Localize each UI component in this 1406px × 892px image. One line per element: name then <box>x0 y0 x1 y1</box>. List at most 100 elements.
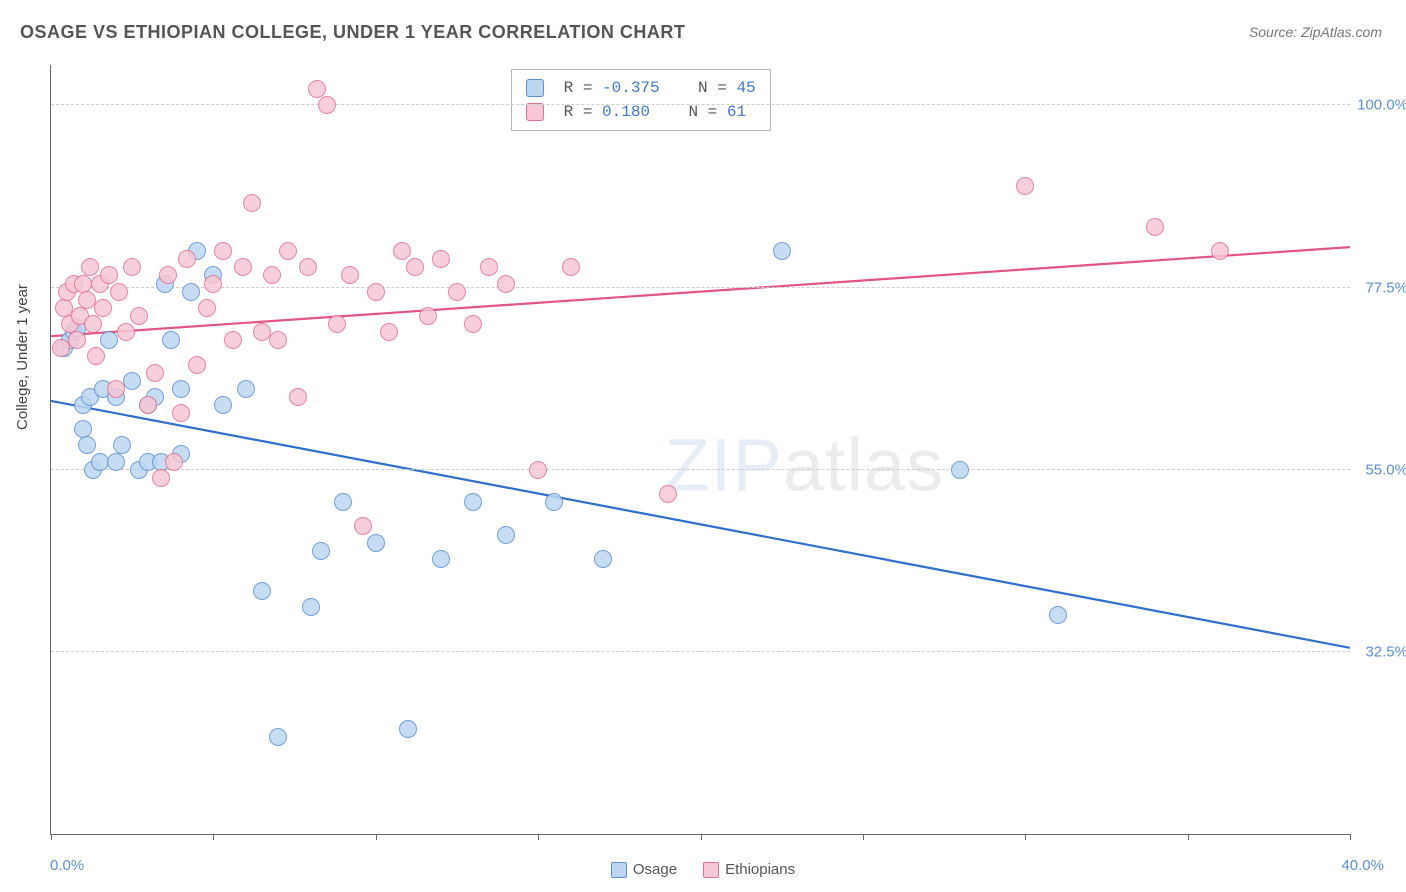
trend-lines-layer <box>51 65 1350 834</box>
data-point <box>529 461 547 479</box>
data-point <box>110 283 128 301</box>
gridline <box>51 104 1350 105</box>
legend-swatch-osage <box>611 862 627 878</box>
data-point <box>367 534 385 552</box>
data-point <box>432 550 450 568</box>
watermark: ZIPatlas <box>665 422 944 507</box>
gridline <box>51 469 1350 470</box>
data-point <box>204 275 222 293</box>
n-value: 45 <box>736 79 755 97</box>
x-tick <box>701 834 702 840</box>
watermark-zip: ZIP <box>665 423 783 506</box>
data-point <box>243 194 261 212</box>
data-point <box>214 396 232 414</box>
n-label: N = <box>698 79 736 97</box>
data-point <box>480 258 498 276</box>
data-point <box>182 283 200 301</box>
gridline <box>51 651 1350 652</box>
data-point <box>253 582 271 600</box>
data-point <box>419 307 437 325</box>
legend-label: Ethiopians <box>725 861 795 878</box>
r-label: R = <box>564 79 602 97</box>
data-point <box>328 315 346 333</box>
r-value: 0.180 <box>602 103 650 121</box>
gridline <box>51 287 1350 288</box>
data-point <box>87 347 105 365</box>
data-point <box>594 550 612 568</box>
y-tick-label: 100.0% <box>1356 97 1406 114</box>
data-point <box>951 461 969 479</box>
data-point <box>84 315 102 333</box>
x-tick <box>1025 834 1026 840</box>
source-label: Source: ZipAtlas.com <box>1249 24 1382 40</box>
y-axis-label: College, Under 1 year <box>14 284 31 430</box>
data-point <box>117 323 135 341</box>
plot-area: ZIPatlas R = -0.375 N = 45 R = 0.180 N =… <box>50 65 1350 835</box>
data-point <box>1016 177 1034 195</box>
legend-swatch-ethiopians <box>703 862 719 878</box>
data-point <box>399 720 417 738</box>
data-point <box>308 80 326 98</box>
n-value: 61 <box>727 103 746 121</box>
data-point <box>393 242 411 260</box>
data-point <box>263 266 281 284</box>
data-point <box>198 299 216 317</box>
data-point <box>130 307 148 325</box>
data-point <box>312 542 330 560</box>
y-tick-label: 32.5% <box>1356 643 1406 660</box>
data-point <box>659 485 677 503</box>
data-point <box>74 420 92 438</box>
data-point <box>172 380 190 398</box>
x-tick <box>376 834 377 840</box>
data-point <box>269 728 287 746</box>
data-point <box>1049 606 1067 624</box>
x-tick <box>213 834 214 840</box>
chart-title: OSAGE VS ETHIOPIAN COLLEGE, UNDER 1 YEAR… <box>20 22 685 43</box>
x-tick <box>863 834 864 840</box>
data-point <box>367 283 385 301</box>
data-point <box>52 339 70 357</box>
y-tick-label: 55.0% <box>1356 461 1406 478</box>
data-point <box>123 372 141 390</box>
data-point <box>432 250 450 268</box>
data-point <box>165 453 183 471</box>
data-point <box>562 258 580 276</box>
legend-label: Osage <box>633 861 677 878</box>
x-tick <box>538 834 539 840</box>
data-point <box>279 242 297 260</box>
n-label: N = <box>688 103 726 121</box>
x-tick <box>1188 834 1189 840</box>
data-point <box>78 436 96 454</box>
data-point <box>341 266 359 284</box>
data-point <box>318 96 336 114</box>
data-point <box>214 242 232 260</box>
r-label: R = <box>564 103 602 121</box>
data-point <box>113 436 131 454</box>
data-point <box>146 364 164 382</box>
data-point <box>162 331 180 349</box>
data-point <box>289 388 307 406</box>
x-tick <box>1350 834 1351 840</box>
stats-row-osage: R = -0.375 N = 45 <box>526 76 756 100</box>
data-point <box>152 469 170 487</box>
data-point <box>94 299 112 317</box>
data-point <box>464 315 482 333</box>
legend-item-osage: Osage <box>611 861 677 878</box>
data-point <box>1211 242 1229 260</box>
data-point <box>354 517 372 535</box>
data-point <box>334 493 352 511</box>
legend-bottom: Osage Ethiopians <box>0 861 1406 878</box>
data-point <box>107 380 125 398</box>
data-point <box>172 404 190 422</box>
stats-box: R = -0.375 N = 45 R = 0.180 N = 61 <box>511 69 771 131</box>
data-point <box>302 598 320 616</box>
data-point <box>159 266 177 284</box>
data-point <box>139 396 157 414</box>
data-point <box>178 250 196 268</box>
data-point <box>100 266 118 284</box>
r-value: -0.375 <box>602 79 660 97</box>
data-point <box>234 258 252 276</box>
data-point <box>123 258 141 276</box>
data-point <box>107 453 125 471</box>
data-point <box>545 493 563 511</box>
